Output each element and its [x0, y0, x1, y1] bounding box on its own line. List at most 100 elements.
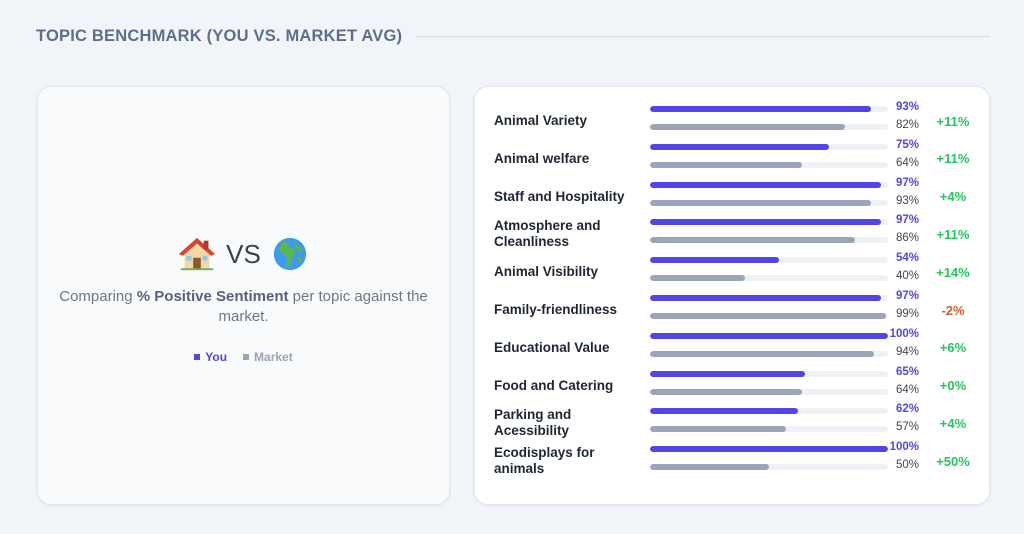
benchmark-row: Atmosphere and Cleanliness 97% 86% +11%: [475, 214, 991, 253]
you-bar-track: [650, 106, 888, 112]
market-bar: [650, 388, 803, 395]
benchmark-row: Parking and Acessibility 62% 57% +4%: [475, 403, 991, 442]
market-bar: [650, 161, 803, 168]
you-bar: [650, 408, 798, 415]
legend-market-label: Market: [254, 350, 293, 364]
benchmark-rows: Animal Variety 93% 82% +11% Animal welfare 75…: [475, 87, 991, 506]
vs-row: VS: [178, 235, 309, 273]
you-bar: [650, 106, 872, 112]
benchmark-row: Food and Catering 65% 64% +0%: [475, 365, 991, 405]
caption-suffix: per topic against the market.: [218, 288, 428, 325]
you-bar: [650, 181, 881, 188]
market-bar-track: [650, 124, 888, 130]
topic-label: Staff and Hospitality: [494, 188, 625, 204]
market-value-label: 93%: [895, 194, 919, 207]
benchmark-row: Animal welfare 75% 64% +11%: [475, 138, 991, 178]
difference-badge: +11%: [936, 113, 970, 129]
market-bar-track: [650, 350, 888, 357]
vs-label: VS: [226, 238, 261, 269]
topic-label: Parking and Acessibility: [494, 407, 572, 439]
you-bar: [650, 370, 805, 377]
comparison-caption: Comparing % Positive Sentiment per topic…: [54, 287, 434, 326]
market-bar: [650, 313, 886, 319]
you-bar-track: [650, 219, 888, 226]
benchmark-row: Ecodisplays for animals 100% 50% +50%: [475, 441, 991, 480]
market-value-label: 82%: [895, 119, 919, 131]
globe-icon: [273, 237, 306, 271]
topic-label: Animal Variety: [494, 113, 588, 129]
you-bar: [650, 257, 779, 264]
you-bar: [650, 295, 881, 301]
difference-badge: +14%: [936, 264, 970, 280]
you-value-label: 97%: [895, 290, 919, 302]
market-bar: [650, 426, 786, 433]
topic-label: Food and Catering: [494, 377, 614, 393]
section-title: TOPIC BENCHMARK (YOU VS. MARKET AVG): [36, 26, 403, 45]
market-bar-track: [650, 161, 888, 168]
chart-legend: You Market: [194, 350, 293, 364]
legend-you: You: [194, 350, 227, 364]
market-value-label: 99%: [895, 308, 919, 320]
legend-market-swatch: [243, 354, 250, 360]
difference-badge: +4%: [939, 189, 967, 205]
difference-badge: +0%: [939, 378, 967, 394]
topic-label: Animal welfare: [494, 150, 590, 166]
you-bar: [650, 332, 888, 339]
you-bar-track: [650, 143, 888, 150]
benchmark-row: Animal Visibility 54% 40% +14%: [475, 252, 991, 291]
you-value-label: 93%: [895, 101, 919, 113]
market-bar-track: [650, 388, 888, 395]
market-value-label: 57%: [895, 421, 919, 434]
difference-badge: +11%: [936, 151, 970, 167]
you-value-label: 75%: [895, 138, 919, 151]
market-value-label: 64%: [895, 383, 919, 396]
market-value-label: 50%: [895, 459, 919, 472]
market-value-label: 40%: [895, 270, 919, 283]
market-bar: [650, 237, 855, 244]
difference-badge: -2%: [941, 302, 965, 318]
market-bar-track: [650, 237, 888, 244]
market-bar: [650, 124, 846, 130]
you-bar-track: [650, 332, 888, 339]
you-bar-track: [650, 257, 888, 264]
market-bar: [650, 350, 874, 357]
you-value-label: 65%: [895, 365, 919, 378]
market-bar: [650, 464, 769, 471]
difference-badge: +50%: [936, 453, 970, 469]
you-value-label: 97%: [895, 214, 919, 227]
you-value-label: 97%: [895, 176, 919, 189]
header-divider: [416, 35, 990, 37]
topic-benchmark-chart: Animal Variety 93% 82% +11% Animal welfare 75…: [474, 86, 990, 505]
you-bar-track: [650, 295, 888, 301]
you-value-label: 62%: [895, 403, 919, 416]
benchmark-row: Family-friendliness 97% 99% -2%: [475, 290, 991, 329]
benchmark-row: Educational Value 100% 94% +6%: [475, 328, 991, 367]
you-value-label: 100%: [889, 441, 919, 454]
you-bar-track: [650, 370, 888, 377]
difference-badge: +6%: [939, 340, 967, 356]
you-bar-track: [650, 408, 888, 415]
you-bar: [650, 143, 829, 150]
market-value-label: 86%: [895, 232, 919, 245]
you-bar-track: [650, 446, 888, 453]
market-bar: [650, 199, 872, 206]
market-bar-track: [650, 426, 888, 433]
market-bar: [650, 275, 746, 282]
topic-label: Educational Value: [494, 339, 610, 355]
market-value-label: 94%: [895, 345, 919, 358]
difference-badge: +4%: [939, 415, 967, 431]
caption-metric: % Positive Sentiment: [136, 288, 289, 305]
topic-label: Family-friendliness: [494, 302, 618, 318]
market-bar-track: [650, 275, 888, 282]
legend-you-label: You: [205, 350, 228, 364]
market-bar-track: [650, 313, 888, 319]
topic-label: Animal Visibility: [494, 264, 599, 280]
you-value-label: 54%: [895, 252, 919, 265]
topic-label: Ecodisplays for animals: [494, 445, 595, 477]
section-header: TOPIC BENCHMARK (YOU VS. MARKET AVG): [36, 24, 990, 48]
market-bar-track: [650, 464, 888, 471]
topic-label: Atmosphere and Cleanliness: [494, 218, 601, 250]
you-bar-track: [650, 181, 888, 188]
comparison-summary-card: VS Comparing % Positive Sentiment per to…: [37, 86, 450, 505]
caption-prefix: Comparing: [59, 288, 137, 305]
